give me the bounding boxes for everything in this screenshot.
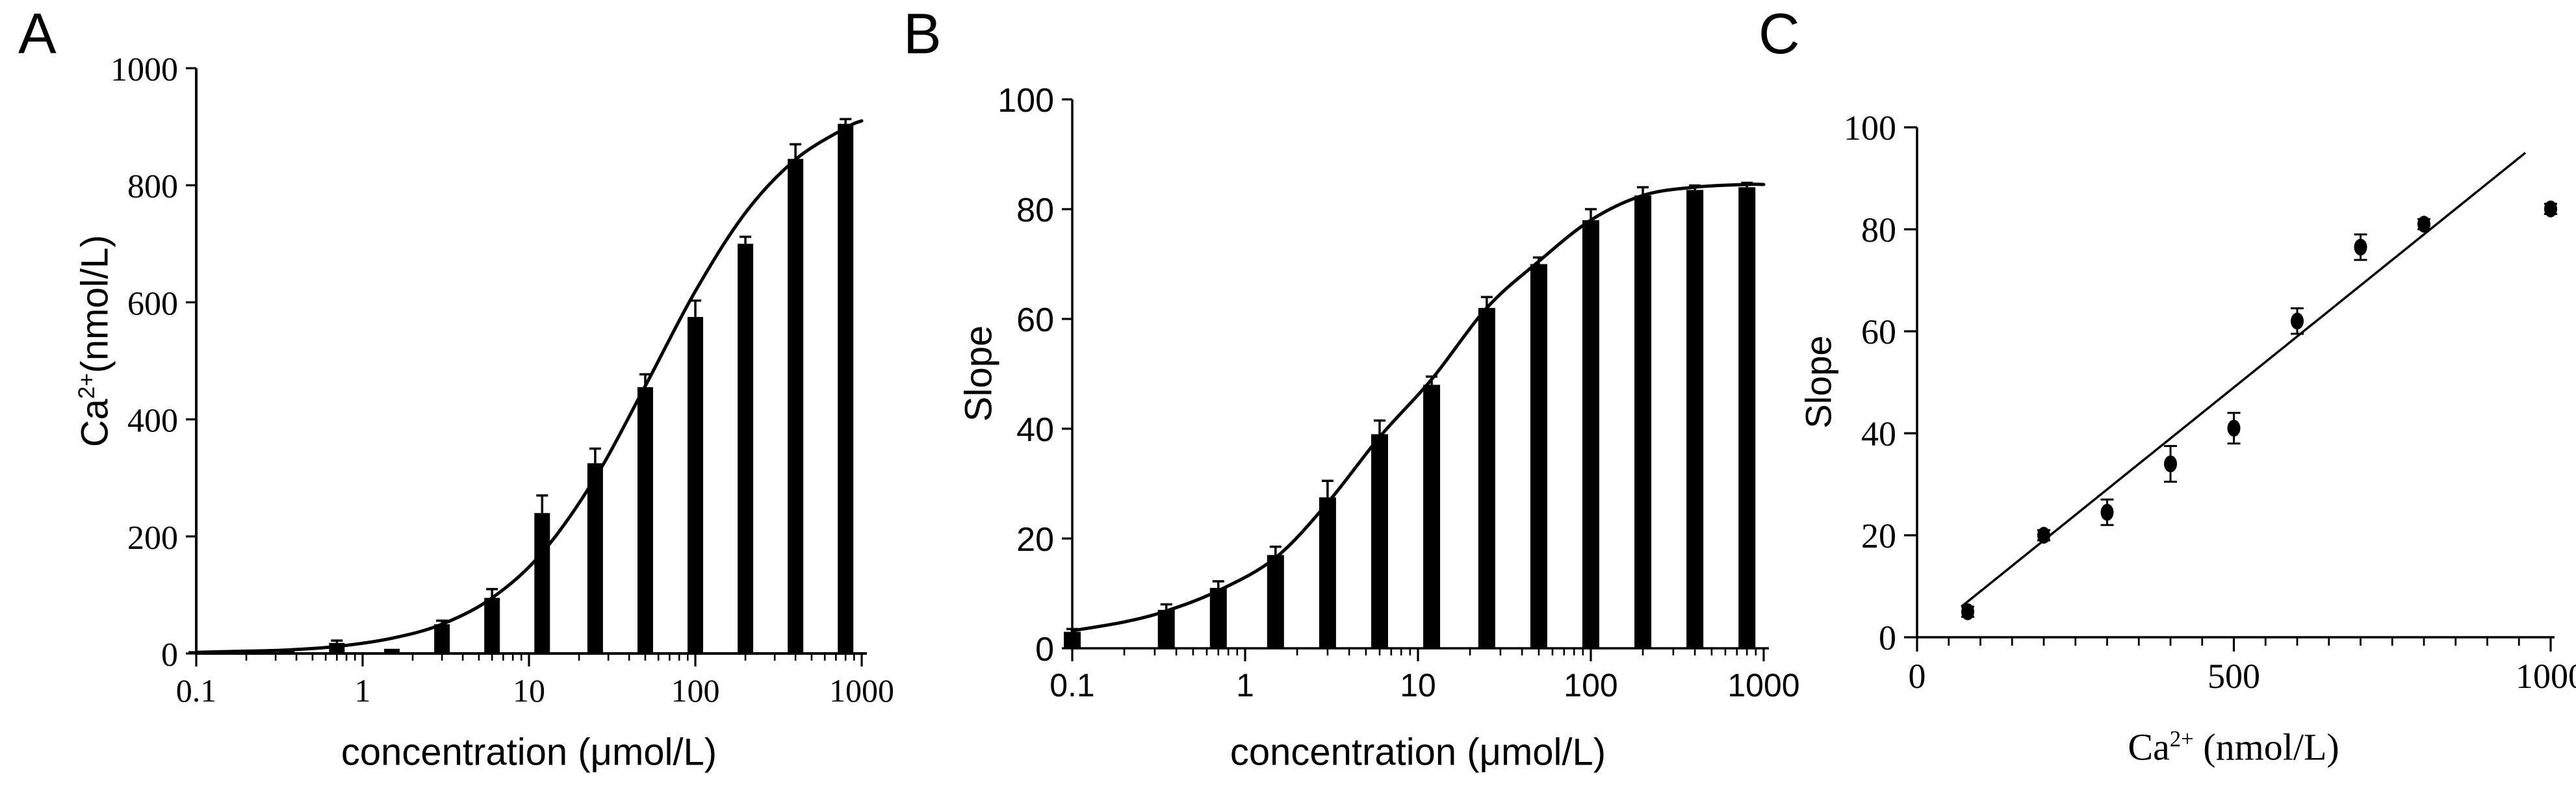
panel-a-y-tick-label: 400	[127, 403, 178, 440]
panel-a-y-tick-label: 800	[127, 168, 178, 205]
panel-a-x-tick-label: 0.1	[176, 672, 217, 709]
panel-b-bar	[1478, 308, 1495, 649]
panel-b-bar	[1686, 190, 1704, 648]
panel-a-y-tick-label: 200	[127, 520, 178, 557]
panel-c-y-tick-label: 0	[1879, 618, 1896, 657]
panel-c-fit-line	[1961, 151, 2527, 608]
panel-b-bar	[1267, 555, 1284, 648]
panel-c-y-tick-label: 60	[1861, 312, 1896, 351]
panel-c-y-tick-label: 20	[1861, 516, 1896, 555]
panel-a-bar	[788, 158, 804, 653]
panel-b-x-tick-label: 100	[1564, 667, 1617, 704]
panel-b-x-tick-label: 10	[1400, 667, 1436, 704]
panel-a-bar	[384, 648, 400, 653]
panel-c-x-tick-label: 1000	[2516, 657, 2576, 696]
panel-c-x-axis-title: Ca2+ (nmol/L)	[2128, 726, 2339, 769]
panel-a-fit-curve	[194, 119, 864, 654]
panel-a-bar	[688, 316, 703, 653]
panel-a-y-title-base: Ca	[73, 399, 116, 448]
panel-b-y-tick-label: 40	[1016, 411, 1054, 449]
panel-b-y-tick-label: 0	[1035, 631, 1054, 668]
panel-a-y-tick-label: 600	[127, 285, 178, 322]
panel-b-bar	[1157, 609, 1175, 648]
panel-b-x-tick-label: 0.1	[1050, 667, 1095, 704]
panel-a-x-tick-label: 10	[513, 672, 545, 709]
panel-b-bar	[1371, 434, 1388, 648]
panel-c-x-title-rest: (nmol/L)	[2193, 726, 2339, 768]
panel-c-point	[2544, 200, 2557, 218]
panel-c-x-title-base: Ca	[2128, 726, 2170, 768]
panel-b-y-tick-label: 60	[1016, 301, 1054, 339]
panel-a-x-tick-label: 1	[355, 672, 371, 709]
panel-a-x-axis-title: concentration (μmol/L)	[341, 731, 717, 774]
panel-a-bar	[434, 624, 450, 653]
panel-c-y-tick-label: 80	[1861, 210, 1896, 249]
panel-b-y-axis-title: Slope	[957, 325, 1000, 422]
panel-b-bar	[1738, 187, 1756, 648]
panel-a-y-title-rest: (nmol/L)	[73, 235, 116, 374]
panel-a-bar	[838, 123, 854, 654]
panel-b-y-tick-label: 80	[1016, 192, 1054, 229]
panel-b-bar	[1064, 631, 1081, 648]
panel-b-bar	[1530, 264, 1547, 648]
panel-a-y-tick-label: 1000	[110, 51, 178, 88]
panel-a-y-title-superscript: 2+	[74, 373, 100, 399]
panel-c-point	[2354, 238, 2367, 256]
panel-a-bar	[587, 463, 603, 653]
panel-a-bar	[534, 513, 550, 653]
panel-b-letter: B	[903, 1, 942, 66]
panel-a-letter: A	[18, 1, 57, 66]
panel-c-point	[1961, 603, 1974, 620]
panel-c-y-axis-title: Slope	[1797, 335, 1839, 429]
panel-c-x-title-superscript: 2+	[2169, 726, 2194, 752]
panel-b-y-tick-label: 20	[1016, 521, 1054, 559]
panel-a-x-tick-label: 100	[671, 672, 720, 709]
panel-b-bar	[1319, 497, 1336, 648]
panel-a-bar	[484, 598, 500, 653]
panel-a-bar	[738, 244, 754, 653]
panel-c-point	[2100, 503, 2114, 521]
panel-c-point	[2164, 455, 2177, 473]
panel-c-point	[2037, 527, 2050, 544]
panel-a-y-tick-label: 0	[161, 637, 178, 674]
panel-c-y-tick-label: 100	[1844, 108, 1896, 147]
panel-a-y-axis-title: Ca2+(nmol/L)	[73, 235, 117, 448]
panel-c-y-tick-label: 40	[1861, 414, 1896, 453]
panel-b-x-tick-label: 1000	[1727, 667, 1799, 704]
panel-b-x-tick-label: 1	[1236, 667, 1254, 704]
panel-b-bar	[1423, 385, 1441, 648]
panel-b-bar	[1634, 195, 1652, 648]
panel-c-point	[2227, 420, 2241, 437]
panel-c-point	[2417, 216, 2430, 233]
panel-b-fit-curve	[1070, 183, 1766, 633]
panel-c-x-tick-label: 0	[1909, 657, 1926, 696]
panel-b-y-tick-label: 100	[998, 82, 1054, 120]
panel-c-x-tick-label: 500	[2208, 657, 2260, 696]
panel-c-letter: C	[1758, 1, 1800, 66]
panel-b-x-axis-title: concentration (μmol/L)	[1230, 731, 1606, 774]
panel-b-bar	[1209, 588, 1227, 648]
panel-c-point	[2291, 312, 2304, 330]
panel-a-bar	[637, 387, 653, 653]
panel-a-x-tick-label: 1000	[829, 672, 894, 709]
panel-b-bar	[1582, 220, 1599, 648]
